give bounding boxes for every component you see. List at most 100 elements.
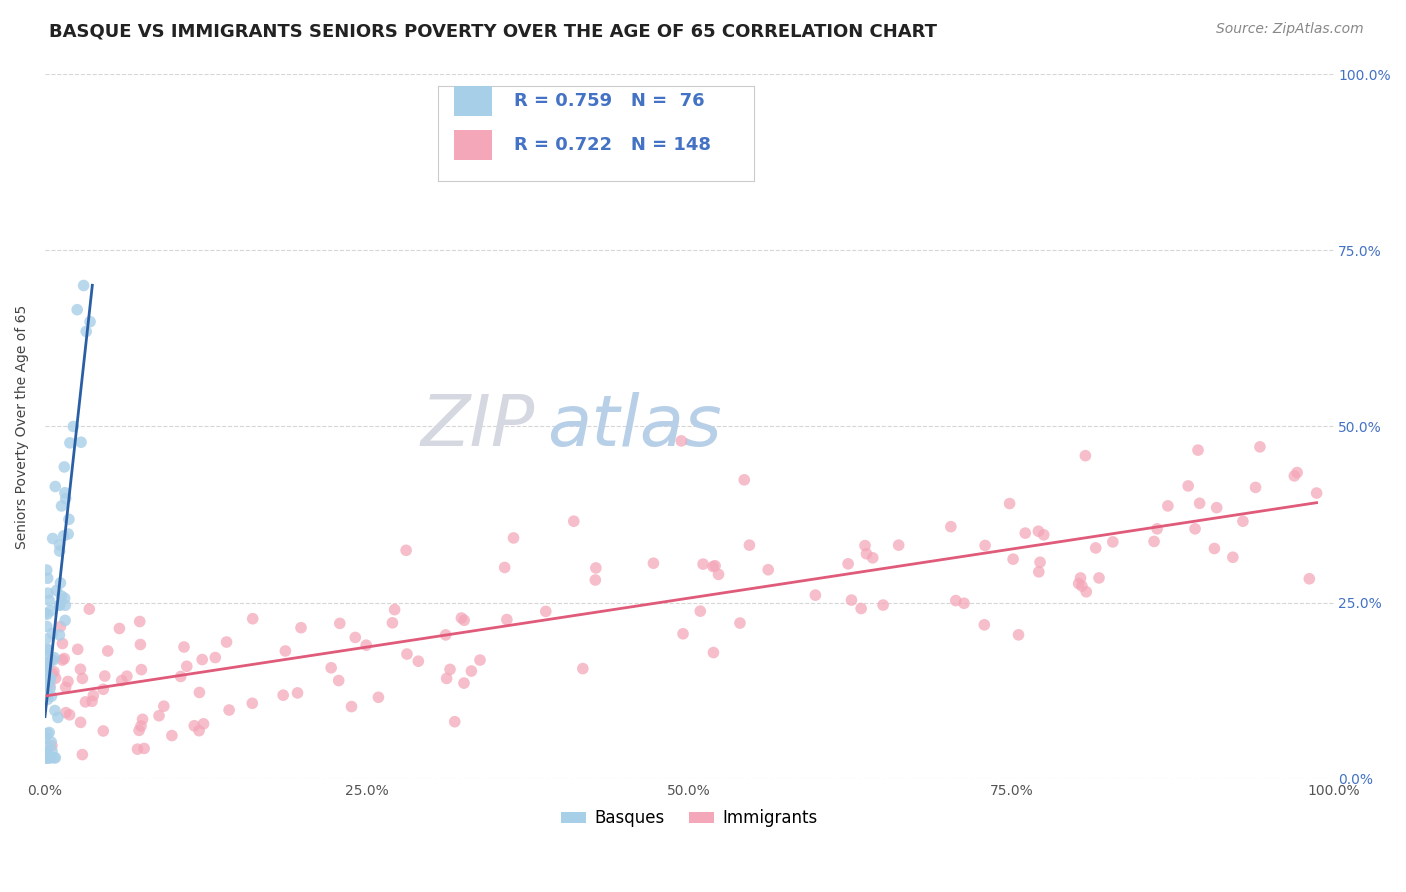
Point bbox=[756, 563, 779, 577]
Point bbox=[42, 653, 65, 667]
Point bbox=[704, 558, 727, 573]
Point bbox=[39, 671, 62, 685]
Point bbox=[35, 746, 58, 760]
Point bbox=[72, 278, 94, 293]
Point bbox=[1146, 522, 1168, 536]
Point bbox=[39, 735, 62, 749]
Point bbox=[69, 715, 91, 730]
Point bbox=[51, 653, 73, 667]
Point bbox=[148, 708, 170, 723]
Point bbox=[671, 434, 693, 448]
Point bbox=[82, 689, 104, 703]
Point bbox=[111, 673, 134, 688]
Point bbox=[35, 619, 58, 633]
Point bbox=[274, 644, 297, 658]
Point bbox=[56, 674, 79, 689]
Point bbox=[94, 669, 117, 683]
Point bbox=[887, 538, 910, 552]
Point bbox=[1028, 524, 1050, 539]
Point bbox=[55, 680, 77, 694]
Point bbox=[35, 671, 58, 685]
Point bbox=[170, 669, 193, 683]
Point bbox=[1232, 514, 1254, 528]
Point bbox=[494, 560, 516, 574]
Point bbox=[129, 719, 152, 733]
Point bbox=[1188, 496, 1211, 510]
Point bbox=[173, 640, 195, 654]
Point bbox=[945, 593, 967, 607]
Point bbox=[34, 731, 56, 745]
Point bbox=[1070, 571, 1092, 585]
Point bbox=[38, 751, 60, 765]
Point bbox=[453, 613, 475, 627]
Point bbox=[34, 607, 56, 621]
Point bbox=[271, 688, 294, 702]
Point bbox=[41, 666, 63, 681]
Point bbox=[38, 656, 60, 670]
Point bbox=[35, 746, 58, 760]
Legend: Basques, Immigrants: Basques, Immigrants bbox=[554, 803, 824, 834]
Point bbox=[188, 685, 211, 699]
Point bbox=[804, 588, 827, 602]
Point bbox=[329, 616, 352, 631]
Point bbox=[1007, 628, 1029, 642]
Point bbox=[453, 676, 475, 690]
Point bbox=[35, 563, 58, 577]
Point bbox=[53, 591, 76, 606]
Point bbox=[204, 650, 226, 665]
Point bbox=[450, 611, 472, 625]
Point bbox=[35, 658, 58, 673]
Point bbox=[37, 586, 59, 600]
Point bbox=[1076, 584, 1098, 599]
Point bbox=[973, 617, 995, 632]
Text: atlas: atlas bbox=[547, 392, 723, 461]
Point bbox=[381, 615, 404, 630]
Point bbox=[496, 613, 519, 627]
Point bbox=[35, 632, 58, 647]
Point bbox=[1029, 555, 1052, 569]
Point bbox=[939, 519, 962, 533]
Point bbox=[572, 662, 595, 676]
Point bbox=[328, 673, 350, 688]
Point bbox=[37, 692, 59, 706]
Point bbox=[35, 751, 58, 765]
Point bbox=[128, 615, 150, 629]
Point bbox=[34, 665, 56, 680]
Text: Source: ZipAtlas.com: Source: ZipAtlas.com bbox=[1216, 22, 1364, 37]
Point bbox=[1071, 579, 1094, 593]
Point bbox=[48, 544, 70, 558]
Point bbox=[131, 663, 153, 677]
Point bbox=[53, 651, 76, 665]
Point bbox=[58, 512, 80, 526]
Point bbox=[193, 716, 215, 731]
Point bbox=[1187, 443, 1209, 458]
Point bbox=[354, 638, 377, 652]
Point bbox=[56, 527, 79, 541]
Point bbox=[39, 653, 62, 667]
Point bbox=[39, 751, 62, 765]
Point bbox=[37, 643, 59, 657]
Point bbox=[46, 710, 69, 724]
Point bbox=[153, 699, 176, 714]
Point bbox=[37, 659, 59, 673]
Point bbox=[37, 688, 59, 702]
Point bbox=[79, 602, 101, 616]
Point bbox=[127, 742, 149, 756]
Point bbox=[1184, 522, 1206, 536]
Point bbox=[52, 529, 75, 543]
Point bbox=[97, 644, 120, 658]
Point bbox=[534, 604, 557, 618]
Point bbox=[66, 642, 89, 657]
Point bbox=[70, 435, 93, 450]
Point bbox=[953, 596, 976, 610]
Point bbox=[408, 654, 430, 668]
Point bbox=[1074, 449, 1097, 463]
Point bbox=[1305, 486, 1327, 500]
Point bbox=[1177, 479, 1199, 493]
Point bbox=[55, 491, 77, 506]
Point bbox=[51, 636, 73, 650]
Point bbox=[728, 615, 751, 630]
Point bbox=[72, 747, 94, 762]
Point bbox=[49, 619, 72, 633]
Point bbox=[1222, 550, 1244, 565]
